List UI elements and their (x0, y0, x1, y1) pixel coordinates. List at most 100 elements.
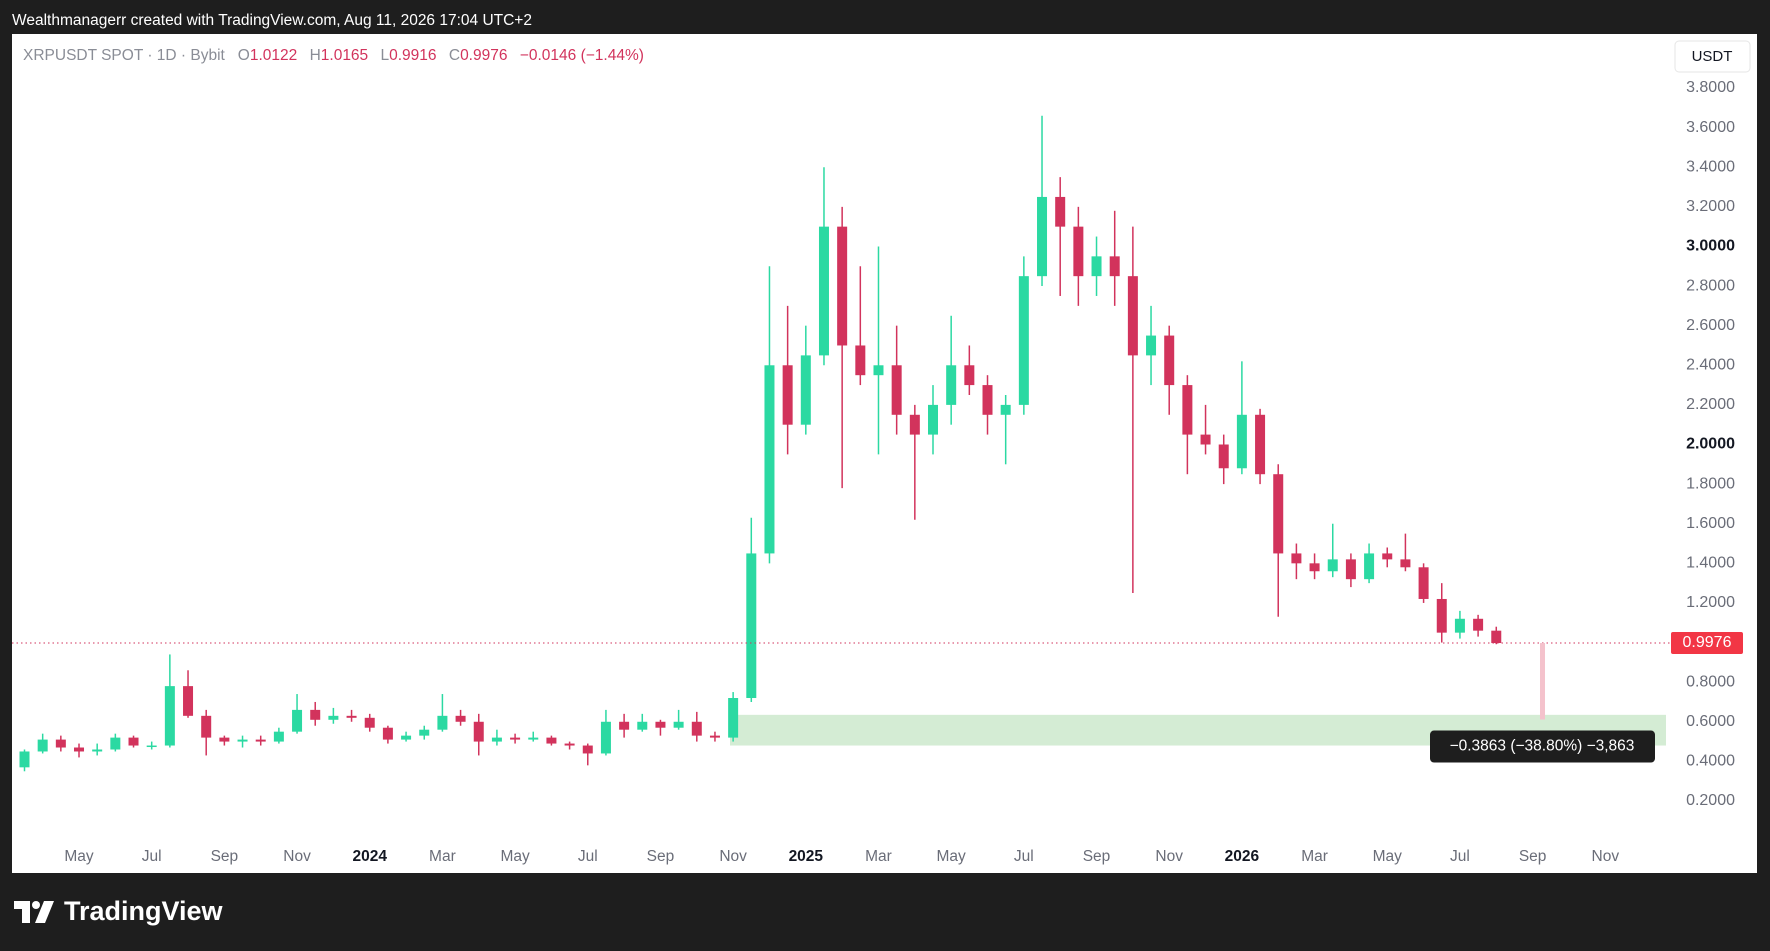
candle-body (891, 365, 902, 415)
candle-body (1000, 404, 1011, 415)
candle-body (346, 715, 357, 718)
candle-body (746, 553, 757, 699)
candle-body (55, 739, 66, 748)
candle-body (510, 737, 521, 740)
candle-body (873, 365, 884, 376)
x-tick-label: Nov (283, 848, 311, 865)
candle-body (110, 737, 121, 750)
candle-body (691, 721, 702, 736)
candle-body (1018, 276, 1029, 405)
x-tick-label: May (1373, 848, 1403, 865)
candle-body (600, 721, 611, 754)
y-tick-label: 3.6000 (1686, 119, 1735, 136)
candle-body (928, 404, 938, 435)
x-tick-label: Jul (1450, 848, 1470, 865)
x-tick-label: Sep (1519, 848, 1547, 865)
x-tick-label: Sep (211, 848, 239, 865)
ohlc-key: O (237, 47, 250, 64)
last-price-label: 0.9976 (1683, 634, 1732, 651)
ohlc-value: 1.0165 (320, 47, 369, 64)
candle-body (709, 735, 720, 738)
y-tick-label: 2.6000 (1686, 317, 1735, 334)
candle-body (1164, 335, 1175, 386)
candle-body (1127, 276, 1138, 356)
currency-box (1674, 40, 1751, 73)
measure-bar (1540, 643, 1545, 720)
x-tick-label: 2024 (352, 848, 387, 865)
candle-body (655, 721, 666, 728)
candle-body (1382, 553, 1393, 560)
x-tick-label: May (500, 848, 530, 865)
candle-body (1073, 226, 1084, 277)
candle-body (364, 717, 375, 728)
candle-body (673, 721, 684, 728)
y-tick-label: 3.0000 (1686, 238, 1735, 255)
candle-body (201, 715, 212, 738)
candle-body (1146, 335, 1157, 356)
candle-body (1473, 618, 1484, 631)
attribution: Wealthmanagerr created with TradingView.… (12, 12, 532, 29)
candle-body (946, 365, 957, 405)
x-tick-label: 2026 (1225, 848, 1260, 865)
candle-body (219, 737, 230, 742)
candle-body (909, 414, 920, 435)
candle-body (1291, 553, 1302, 564)
candle-body (1273, 474, 1284, 554)
symbol-legend: XRPUSDT SPOT · 1D · Bybit O1.0122 H1.016… (23, 47, 652, 65)
candle-body (292, 709, 303, 732)
y-tick-label: 2.0000 (1686, 436, 1735, 453)
candle-body (237, 739, 248, 742)
x-tick-label: Sep (1083, 848, 1111, 865)
candle-body (637, 721, 648, 730)
candle-body (582, 745, 593, 754)
candle-body (146, 745, 157, 748)
candle-body (382, 727, 393, 740)
candle-body (1037, 196, 1048, 277)
last-price-box (1671, 632, 1743, 655)
candle-body (401, 735, 412, 740)
x-tick-label: May (937, 848, 967, 865)
candle-body (419, 729, 430, 736)
candle-body (1400, 559, 1411, 568)
candle-body (1436, 598, 1447, 633)
x-tick-label: May (64, 848, 94, 865)
candle-body (1109, 256, 1120, 277)
y-tick-label: 0.8000 (1686, 673, 1735, 690)
candle-body (74, 747, 85, 752)
y-tick-label: 0.6000 (1686, 713, 1735, 730)
y-tick-label: 0.2000 (1686, 792, 1735, 809)
candle-body (128, 737, 139, 746)
candle-body (800, 355, 811, 425)
candle-body (1218, 444, 1229, 469)
candle-body (1345, 559, 1356, 580)
candle-body (1454, 618, 1465, 633)
change: −0.0146 (−1.44%) (519, 47, 644, 64)
candle-body (782, 365, 793, 425)
x-tick-label: Mar (429, 848, 456, 865)
candle-body (764, 365, 775, 554)
candle-body (1418, 567, 1429, 599)
candle-body (255, 739, 266, 742)
y-tick-label: 1.6000 (1686, 515, 1735, 532)
candle-body (328, 715, 339, 720)
candle-body (818, 226, 829, 356)
ohlc-key: H (309, 47, 321, 64)
candle-body (855, 345, 866, 376)
x-tick-label: Jul (578, 848, 598, 865)
candle-body (1236, 414, 1247, 469)
candle-body (437, 715, 448, 730)
ohlc-key: L (380, 47, 390, 64)
y-tick-label: 1.8000 (1686, 475, 1735, 492)
candle-body (183, 686, 194, 716)
x-tick-label: Jul (1014, 848, 1034, 865)
symbol: XRPUSDT SPOT · 1D · Bybit (23, 47, 225, 64)
brand-name: TradingView (64, 896, 223, 926)
measure-label: −0.3863 (−38.80%) −3,863 (1450, 738, 1635, 755)
candle-body (473, 721, 484, 742)
x-tick-label: Sep (647, 848, 675, 865)
candle-body (728, 698, 739, 738)
candle-body (455, 715, 466, 722)
y-tick-label: 3.2000 (1686, 198, 1735, 215)
candle-body (982, 385, 993, 415)
candle-body (37, 739, 48, 752)
